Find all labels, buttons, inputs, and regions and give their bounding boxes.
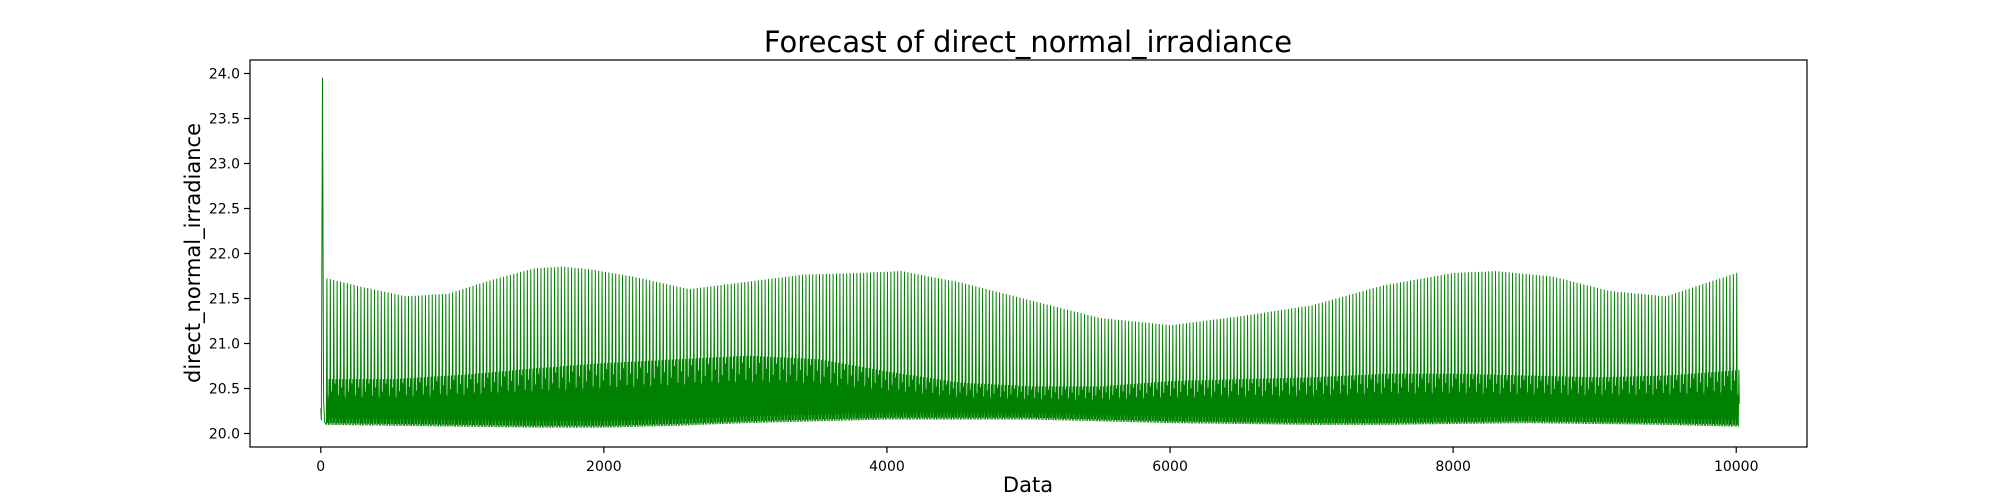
y-tick-label: 22.0 — [209, 247, 240, 263]
chart-title: Forecast of direct_normal_irradiance — [764, 25, 1292, 59]
x-tick-label: 6000 — [1152, 459, 1188, 475]
x-tick-label: 0 — [316, 459, 325, 475]
x-axis-title: Data — [1003, 473, 1053, 497]
plot-layer — [320, 77, 1740, 428]
series-dense-band — [326, 381, 1737, 421]
y-tick-label: 20.5 — [209, 382, 240, 398]
y-tick-label: 21.5 — [209, 292, 240, 308]
y-tick-label: 21.0 — [209, 337, 240, 353]
y-tick-label: 23.5 — [209, 112, 240, 128]
x-tick-label: 8000 — [1435, 459, 1471, 475]
x-tick-label: 2000 — [586, 459, 622, 475]
y-axis: 20.0 20.5 21.0 21.5 22.0 22.5 23.0 23.5 24.0 — [209, 67, 250, 443]
y-axis-title: direct_normal_irradiance — [181, 123, 206, 383]
y-tick-label: 24.0 — [209, 67, 240, 83]
y-tick-label: 20.0 — [209, 427, 240, 443]
y-tick-label: 23.0 — [209, 157, 240, 173]
x-tick-label: 4000 — [869, 459, 905, 475]
series-line — [320, 77, 1740, 428]
x-tick-label: 10000 — [1714, 459, 1759, 475]
y-tick-label: 22.5 — [209, 202, 240, 218]
x-axis: 0 2000 4000 6000 8000 10000 — [316, 447, 1759, 475]
